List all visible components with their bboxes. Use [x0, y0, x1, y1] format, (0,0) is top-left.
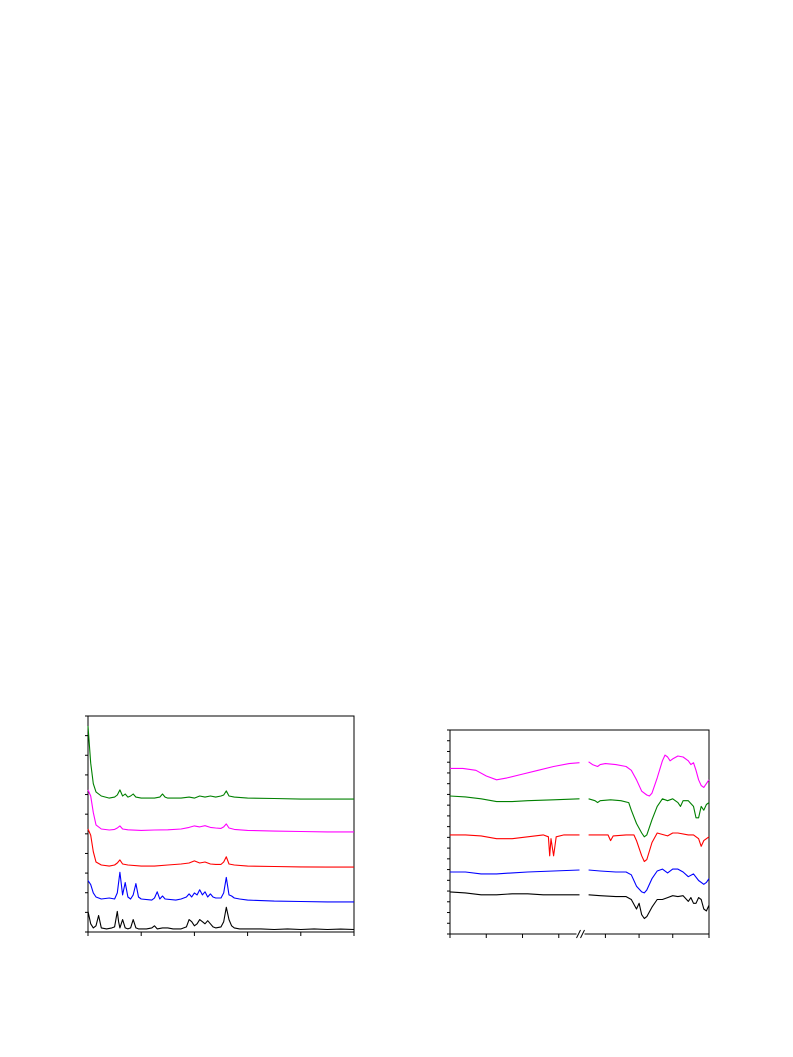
series-line-3 [450, 868, 710, 894]
series-line-3 [87, 871, 354, 903]
plot-frame [87, 715, 355, 933]
axis-break-mark [576, 929, 581, 939]
series-line-4 [87, 906, 355, 931]
series-line-4 [449, 891, 710, 920]
axis-break-gap [576, 932, 585, 936]
series-line-1 [87, 789, 354, 833]
xrd-chart [85, 715, 355, 936]
series-line-1 [449, 795, 710, 838]
series-line-0 [87, 725, 354, 800]
series-line-2 [450, 832, 710, 863]
series-line-0 [450, 754, 710, 797]
ftir-chart [447, 729, 710, 939]
series-line-2 [87, 828, 354, 868]
axis-break-mark [580, 929, 585, 939]
